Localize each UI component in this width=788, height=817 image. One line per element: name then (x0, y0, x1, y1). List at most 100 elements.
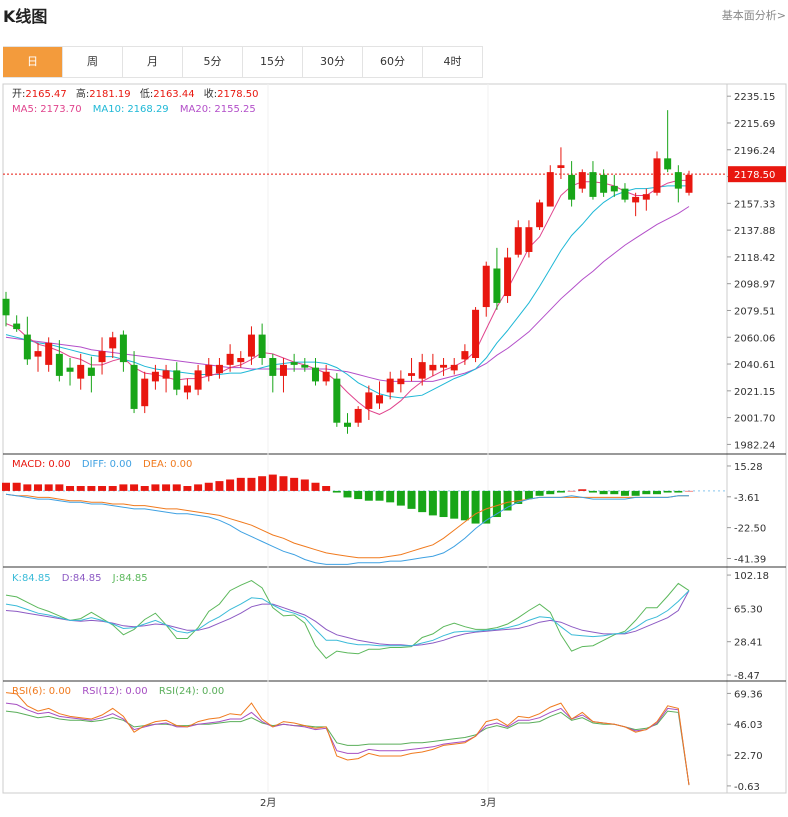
y-axes: 2235.152215.692196.242176.792157.332137.… (260, 92, 786, 809)
candle-body (301, 364, 309, 368)
candle-body (258, 334, 266, 358)
d-value: 84.85 (73, 573, 102, 584)
candle-body (525, 227, 533, 252)
candle-body (589, 172, 597, 197)
rsi-info: RSI(6): 0.00 RSI(12): 0.00 RSI(24): 0.00 (12, 686, 224, 697)
y-tick-label: 2098.97 (734, 280, 775, 291)
candle-body (482, 265, 490, 308)
rsi24-label: RSI(24): (159, 686, 199, 697)
macd-bar (44, 484, 53, 491)
ma10-label: MA10: (93, 104, 125, 115)
k-line (5, 590, 690, 647)
d-label: D: (62, 573, 73, 584)
open-label: 开: (12, 89, 25, 100)
y-tick-label: -8.47 (734, 671, 760, 682)
diff-value: 0.00 (110, 459, 132, 470)
candle-body (162, 370, 170, 379)
candle-body (66, 367, 74, 372)
macd-bar (258, 476, 267, 491)
candle-body (13, 323, 21, 330)
candle-body (504, 257, 512, 297)
macd-bar (226, 479, 235, 491)
grid-lines (3, 84, 727, 793)
macd-bar (354, 490, 363, 500)
macd-bar (439, 490, 448, 518)
rsi24-value: 0.00 (202, 686, 224, 697)
ohlc-info: 开:2165.47 高:2181.19 低:2163.44 收:2178.50 (12, 87, 259, 100)
macd-value: 0.00 (48, 459, 70, 470)
rsi6-line (5, 692, 690, 786)
ma5-line (5, 179, 689, 415)
k-value: 84.85 (22, 573, 51, 584)
candle-body (600, 174, 608, 193)
candle-body (653, 158, 661, 193)
candle-body (119, 334, 127, 363)
y-tick-label: 102.18 (734, 571, 769, 582)
macd-bar (599, 490, 608, 495)
candle-body (173, 370, 181, 390)
tab-5min[interactable]: 5分 (183, 47, 243, 77)
candle-body (45, 342, 53, 365)
rsi6-value: 0.00 (49, 686, 71, 697)
candle-body (514, 227, 522, 255)
macd-bar (215, 481, 224, 491)
candle-body (685, 174, 693, 193)
tab-day[interactable]: 日 (3, 47, 63, 77)
macd-bar (567, 490, 576, 492)
candle-body (408, 373, 416, 376)
fundamental-analysis-link[interactable]: 基本面分析> (721, 9, 786, 22)
tab-30min[interactable]: 30分 (303, 47, 363, 77)
macd-bar (578, 489, 587, 491)
y-tick-label: -3.61 (734, 493, 760, 504)
macd-bar (588, 490, 597, 493)
high-label: 高: (76, 87, 89, 100)
rsi12-label: RSI(12): (82, 686, 122, 697)
candle-body (141, 378, 149, 407)
close-label: 收: (204, 87, 217, 100)
tab-month[interactable]: 月 (123, 47, 183, 77)
candle-body (247, 334, 255, 357)
y-tick-label: 2079.51 (734, 306, 775, 317)
macd-bar (642, 490, 651, 495)
macd-label: MACD: (12, 459, 45, 470)
rsi24-line (5, 710, 690, 786)
tab-4hour[interactable]: 4时 (423, 47, 483, 77)
y-tick-label: 46.03 (734, 720, 763, 731)
page-title: K线图 (3, 7, 48, 26)
y-tick-label: 2137.88 (734, 226, 775, 237)
tab-week[interactable]: 周 (63, 47, 123, 77)
macd-bar (674, 490, 683, 493)
macd-bar (620, 490, 629, 496)
macd-bar (610, 490, 619, 495)
candle-body (546, 172, 554, 207)
candle-body (55, 353, 63, 376)
macd-bar (268, 474, 277, 491)
candle-body (237, 357, 245, 363)
candle-body (205, 364, 213, 376)
macd-bar (407, 490, 416, 509)
candle-body (621, 188, 629, 200)
x-tick-label: 3月 (480, 797, 496, 809)
y-tick-label: 2196.24 (734, 146, 775, 157)
macd-bar (87, 486, 96, 491)
ma-info: MA5: 2173.70 MA10: 2168.29 MA20: 2155.25 (12, 104, 256, 115)
y-tick-label: -22.50 (734, 524, 766, 535)
macd-bar (482, 490, 491, 524)
y-tick-label: 28.41 (734, 638, 763, 649)
d-line (5, 590, 690, 647)
macd-bar (631, 490, 640, 496)
tab-60min[interactable]: 60分 (363, 47, 423, 77)
candle-body (397, 378, 405, 385)
open-value: 2165.47 (25, 89, 66, 100)
macd-bar (556, 490, 565, 493)
chart-border (2, 83, 787, 794)
y-tick-label: 2215.69 (734, 119, 775, 130)
macd-bar (503, 490, 512, 511)
candle-body (226, 353, 234, 365)
candle-body (354, 408, 362, 423)
ma20-line (5, 206, 690, 382)
tab-15min[interactable]: 15分 (243, 47, 303, 77)
macd-bar (12, 482, 21, 491)
candle-body (642, 194, 650, 200)
